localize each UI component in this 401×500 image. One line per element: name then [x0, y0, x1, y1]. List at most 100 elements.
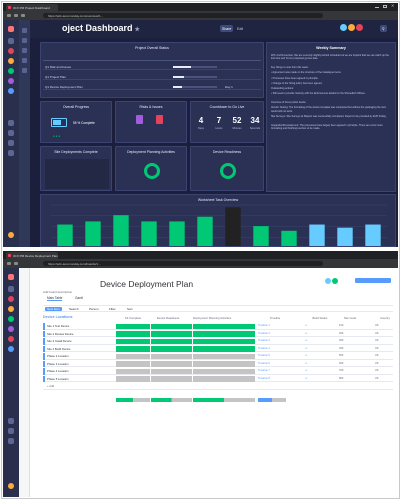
people-icon[interactable]	[8, 428, 14, 434]
status-cell[interactable]	[151, 346, 192, 352]
item-name[interactable]: Site 3 Install Device	[47, 339, 72, 343]
search-icon[interactable]	[8, 140, 14, 146]
country-cell[interactable]: UK	[375, 376, 379, 380]
minimize-icon[interactable]	[375, 5, 379, 8]
add-to-board-button[interactable]	[355, 278, 391, 283]
country-cell[interactable]: UK	[375, 354, 379, 357]
site-code-cell[interactable]: 800	[339, 376, 344, 380]
url-input[interactable]: https://pdx-test.monday.com/boards/1...	[43, 261, 323, 266]
site-code-cell[interactable]: 100	[339, 324, 344, 327]
inbox-icon[interactable]	[8, 58, 14, 64]
avatar[interactable]	[8, 483, 14, 489]
site-code-cell[interactable]: 600	[339, 361, 344, 365]
status-cell[interactable]	[116, 376, 150, 382]
site-code-cell[interactable]: 500	[339, 354, 344, 357]
status-cell[interactable]	[193, 361, 255, 367]
column-header[interactable]: Device Readiness	[156, 316, 180, 320]
table-row[interactable]: Site 4 Build Device Timeline 4 ▭ 400 UK	[43, 345, 393, 352]
monday-logo-icon[interactable]	[8, 274, 14, 280]
status-cell[interactable]	[151, 361, 192, 367]
item-name[interactable]: Phase 4 Location	[47, 369, 69, 373]
avatar[interactable]	[325, 278, 331, 284]
status-cell[interactable]	[193, 346, 255, 352]
status-cell[interactable]	[151, 353, 192, 359]
new-item-button[interactable]: New Item	[45, 307, 62, 311]
workspace-icon[interactable]	[8, 336, 14, 342]
workspace-icon[interactable]	[8, 88, 14, 94]
build-status-cell[interactable]: ▭	[305, 324, 308, 327]
build-status-cell[interactable]: ▭	[305, 369, 308, 372]
table-row[interactable]: Phase 3 Location Timeline 6 ▭ 600 UK	[43, 360, 393, 367]
maximize-icon[interactable]	[383, 5, 387, 8]
column-header[interactable]: Site Code	[343, 316, 357, 320]
forward-icon[interactable]	[14, 262, 18, 265]
chart-bar[interactable]	[225, 207, 241, 247]
status-cell[interactable]	[116, 323, 150, 329]
status-cell[interactable]	[116, 368, 150, 374]
status-cell[interactable]	[193, 368, 255, 374]
sidebar-item-icon[interactable]	[22, 58, 27, 63]
status-cell[interactable]	[193, 331, 255, 337]
status-cell[interactable]	[151, 323, 192, 329]
timeline-cell[interactable]: Timeline 2	[258, 331, 270, 335]
timeline-cell[interactable]: Timeline 5	[258, 354, 270, 357]
item-name[interactable]: Site 4 Build Device	[47, 346, 71, 351]
sidebar-item-icon[interactable]	[22, 38, 27, 43]
status-cell[interactable]	[151, 331, 192, 337]
column-header[interactable]: Country	[380, 316, 390, 320]
status-cell[interactable]	[116, 361, 150, 367]
my-work-icon[interactable]	[8, 68, 14, 74]
favorites-icon[interactable]	[8, 78, 14, 84]
item-name[interactable]: Phase 2 Location	[47, 354, 69, 358]
build-status-cell[interactable]: ▭	[305, 354, 308, 357]
chart-bar[interactable]	[85, 221, 101, 247]
url-input[interactable]: https://pdx-test.monday.com/overview/1..…	[43, 13, 323, 18]
avatar[interactable]	[348, 24, 355, 31]
item-name[interactable]: Site 1 Test Device	[47, 324, 70, 328]
filter-button[interactable]: ⚲	[380, 25, 387, 32]
country-cell[interactable]: UK	[375, 369, 379, 372]
reload-icon[interactable]	[21, 14, 25, 17]
country-cell[interactable]: UK	[375, 331, 379, 335]
table-row[interactable]: Phase 2 Location Timeline 5 ▭ 500 UK	[43, 353, 393, 360]
status-cell[interactable]	[151, 368, 192, 374]
monday-logo-icon[interactable]	[8, 26, 14, 32]
share-button[interactable]: Share	[220, 25, 234, 32]
timeline-cell[interactable]: Timeline 8	[258, 376, 270, 380]
browser-tab[interactable]: 3CX PM Project Dashboard	[6, 4, 58, 11]
filter-button[interactable]: Filter	[109, 307, 116, 311]
country-cell[interactable]: UK	[375, 361, 379, 365]
status-cell[interactable]	[116, 353, 150, 359]
table-row[interactable]: Site 3 Install Device Timeline 3 ▭ 300 UK	[43, 338, 393, 345]
people-icon[interactable]	[8, 130, 14, 136]
status-cell[interactable]	[116, 331, 150, 337]
build-status-cell[interactable]: ▭	[305, 361, 308, 365]
status-cell[interactable]	[193, 353, 255, 359]
sidebar-item-icon[interactable]	[22, 28, 27, 33]
build-status-cell[interactable]: ▭	[305, 339, 308, 342]
home-icon[interactable]	[8, 38, 14, 44]
column-header[interactable]: Timeline	[269, 316, 281, 320]
sidebar-item-icon[interactable]	[22, 68, 27, 73]
add-item-label[interactable]: + Add	[47, 384, 55, 388]
chart-bar[interactable]	[57, 224, 73, 247]
avatar[interactable]	[356, 24, 363, 31]
notifications-icon[interactable]	[8, 296, 14, 302]
avatar[interactable]	[8, 232, 14, 238]
board-title[interactable]: Device Deployment Plan	[100, 279, 194, 289]
site-code-cell[interactable]: 700	[339, 369, 344, 372]
favorites-icon[interactable]	[8, 326, 14, 332]
board-description[interactable]: Add board description	[43, 290, 73, 294]
apps-icon[interactable]	[8, 120, 14, 126]
chart-bar[interactable]	[365, 224, 381, 247]
chart-bar[interactable]	[281, 230, 297, 247]
country-cell[interactable]: UK	[375, 346, 379, 350]
status-cell[interactable]	[193, 376, 255, 382]
chart-bar[interactable]	[197, 216, 213, 247]
my-work-icon[interactable]	[8, 316, 14, 322]
sort-button[interactable]: Sort	[127, 307, 133, 311]
table-row[interactable]: Site 2 Review Device Timeline 2 ▭ 200 UK	[43, 330, 393, 337]
site-code-cell[interactable]: 200	[339, 331, 344, 335]
status-cell[interactable]	[193, 323, 255, 329]
build-status-cell[interactable]: ▭	[305, 346, 308, 350]
